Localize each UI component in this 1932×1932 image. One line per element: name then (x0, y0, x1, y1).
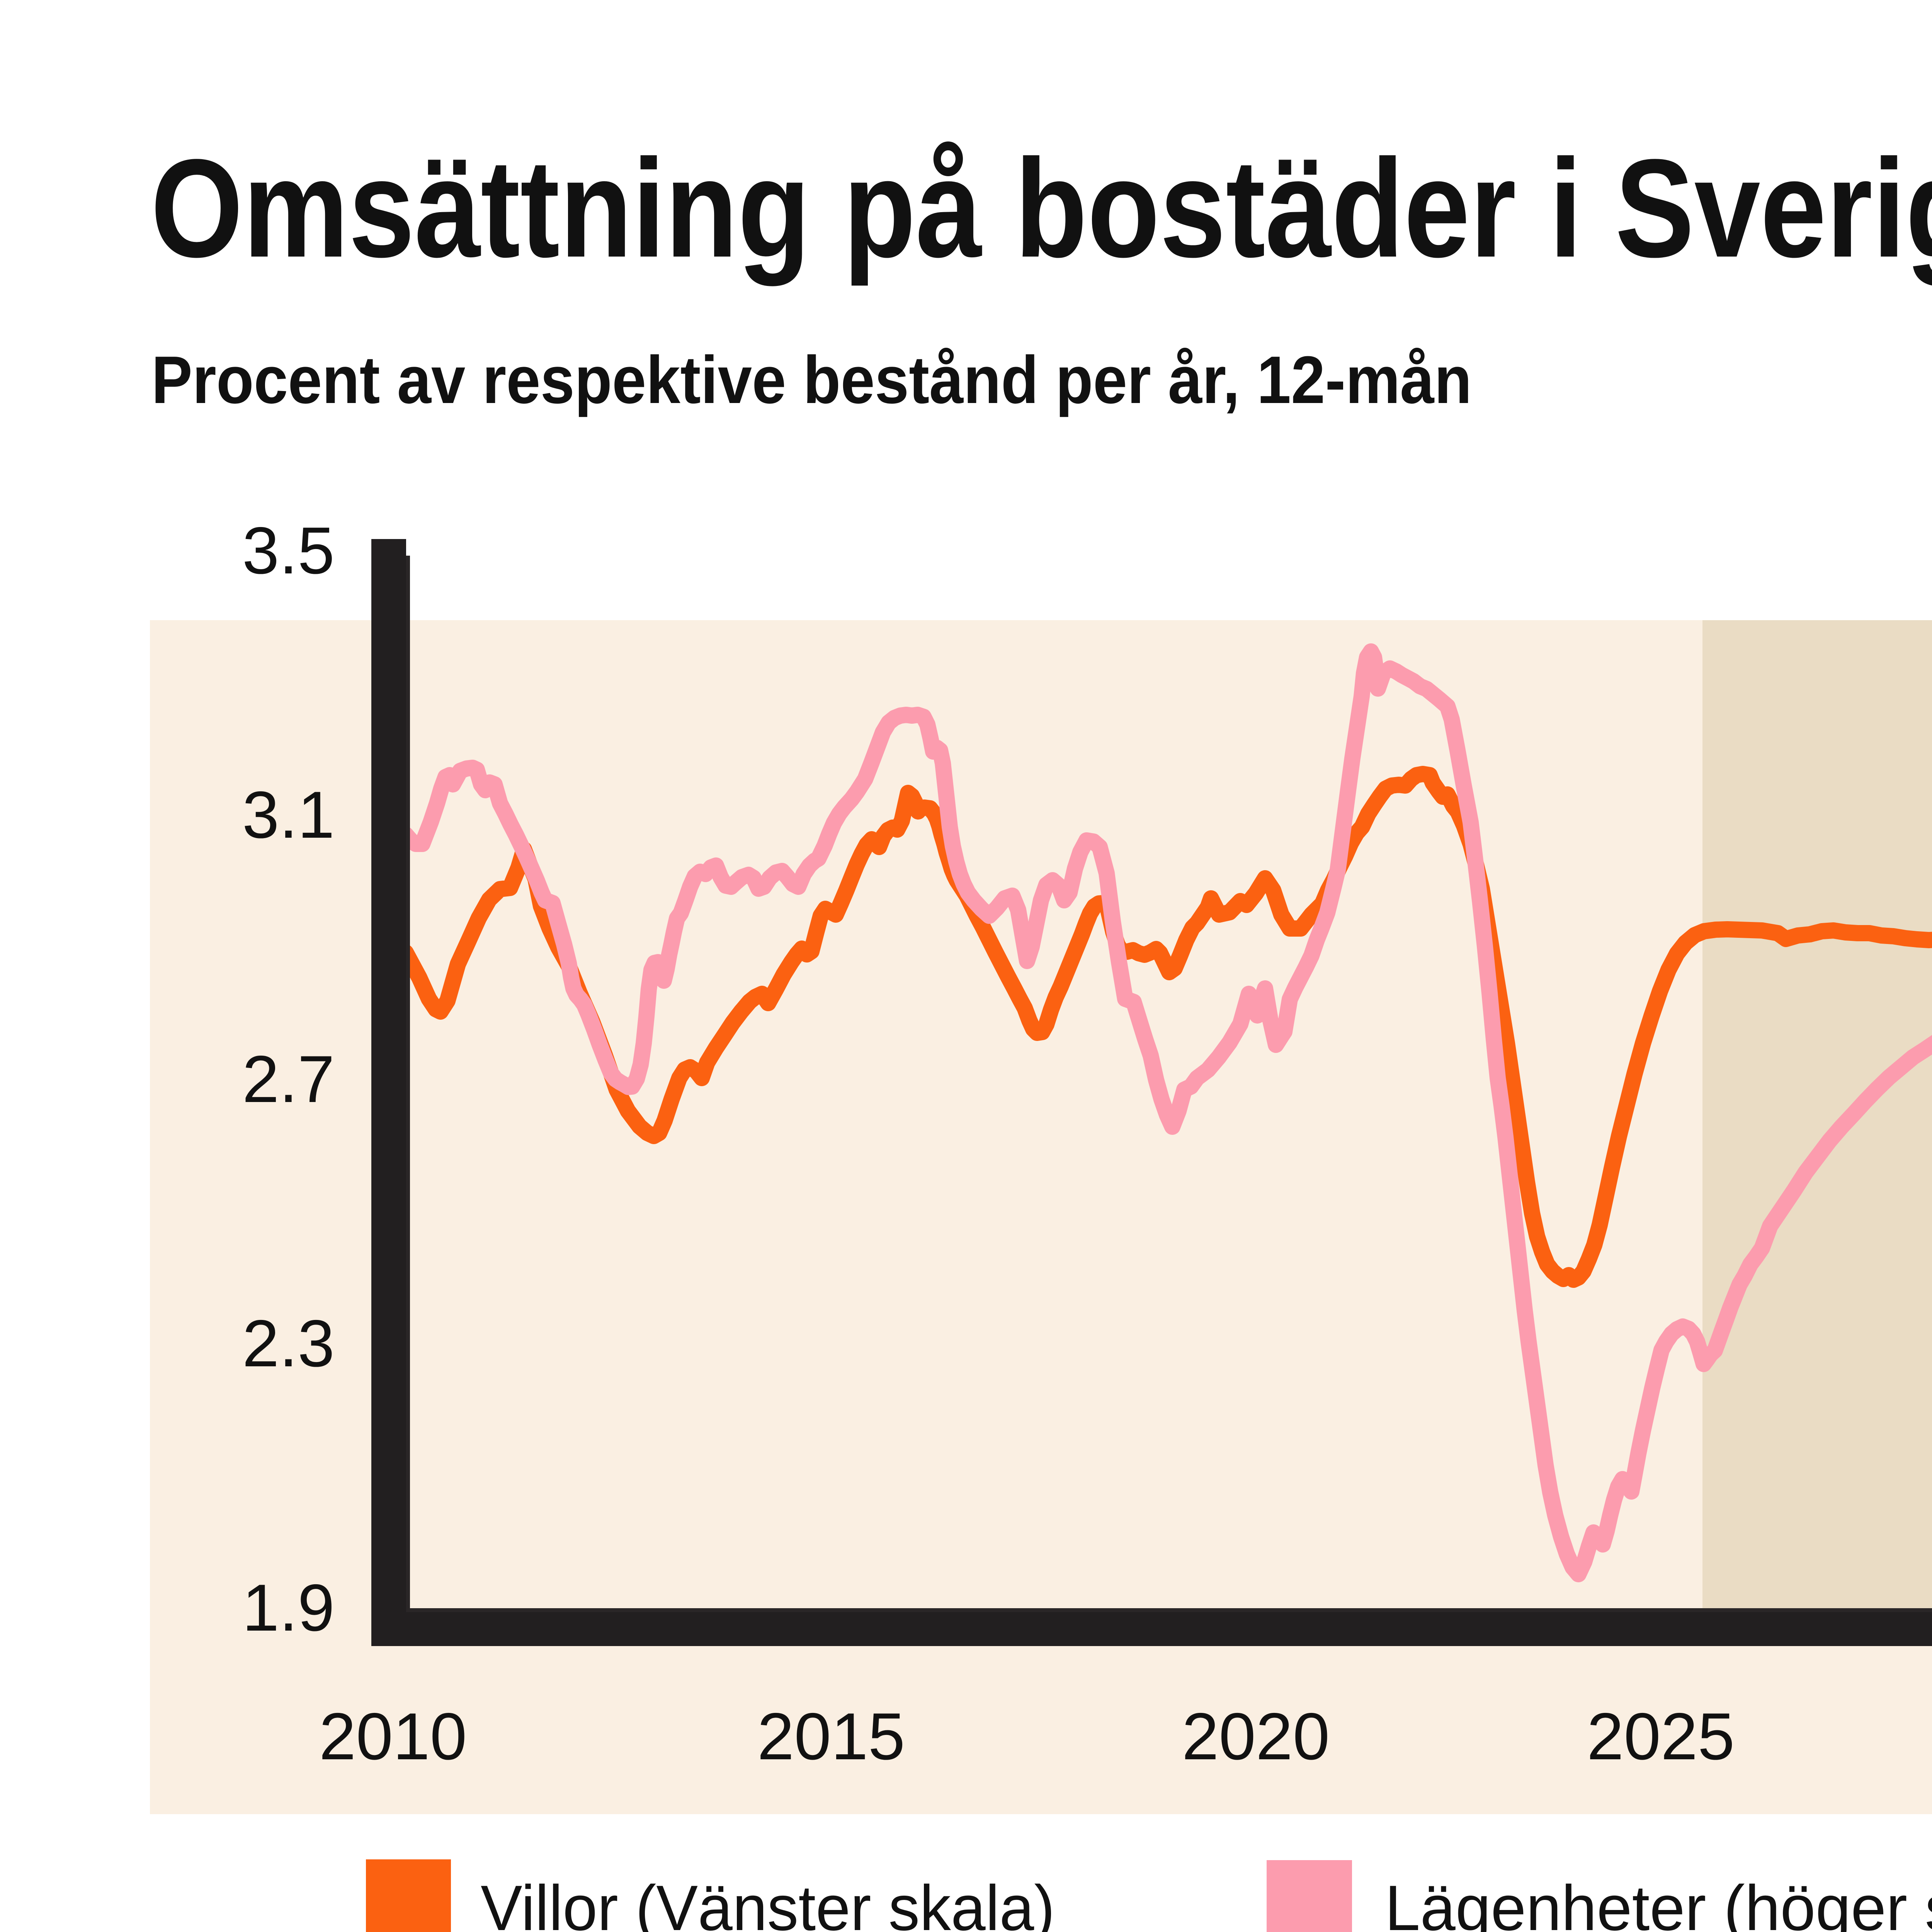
svg-text:2025: 2025 (1587, 1699, 1735, 1774)
svg-text:Omsättning på bostäder i Sveri: Omsättning på bostäder i Sverige (151, 130, 1932, 287)
svg-text:2.7: 2.7 (242, 1042, 335, 1116)
svg-text:3.5: 3.5 (242, 514, 335, 588)
svg-text:Villor (Vänster skala): Villor (Vänster skala) (481, 1872, 1055, 1932)
svg-text:1.9: 1.9 (242, 1571, 335, 1645)
svg-text:2015: 2015 (757, 1699, 905, 1774)
svg-text:2010: 2010 (319, 1699, 467, 1774)
svg-text:2.3: 2.3 (242, 1306, 335, 1381)
svg-text:Lägenheter (höger skala): Lägenheter (höger skala) (1385, 1872, 1932, 1932)
svg-text:Procent av respektive bestånd: Procent av respektive bestånd per år, 12… (151, 342, 1472, 417)
svg-text:3.1: 3.1 (242, 778, 335, 852)
svg-text:2020: 2020 (1182, 1699, 1330, 1774)
